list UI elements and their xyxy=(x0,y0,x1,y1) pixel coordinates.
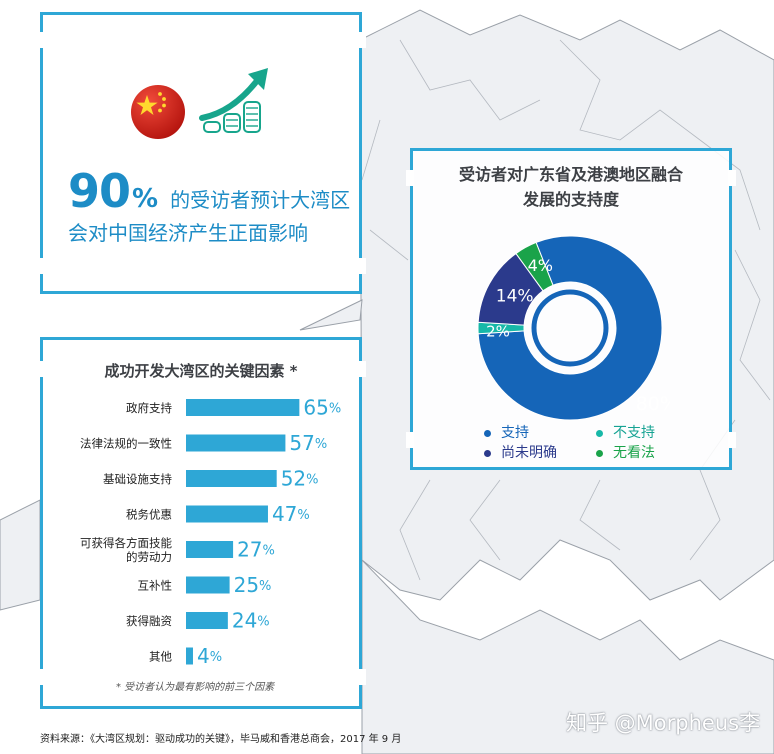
headline-stat-text-line2: 会对中国经济产生正面影响 xyxy=(68,221,308,245)
legend-dot-support xyxy=(484,429,491,437)
rising-coins-icon xyxy=(199,68,268,133)
bar-value-label: 25% xyxy=(234,573,272,597)
bar xyxy=(186,647,193,665)
legend-label-no-opinion: 无看法 xyxy=(613,445,655,461)
bar xyxy=(186,399,300,416)
bar-panel: 成功开发大湾区的关键因素 * 65% 政府支持 57% 法律法规的一致性 52% 基础设施… xyxy=(36,337,366,709)
bar-category-label: 互补性 xyxy=(138,579,173,593)
bar xyxy=(186,434,286,452)
donut-chart: 80% 2% 14% 4% xyxy=(477,235,670,421)
bar-category-label: 其他 xyxy=(149,650,172,664)
bar-value-label: 65% xyxy=(303,395,341,419)
bar-chart: 65% 政府支持 57% 法律法规的一致性 52% 基础设施支持 47% 税务优惠 27% 可获得… xyxy=(80,395,341,668)
pie-panel-frame xyxy=(410,148,732,470)
legend-label-support: 支持 xyxy=(501,425,529,441)
bar xyxy=(186,470,277,487)
bar-value-label: 24% xyxy=(232,608,270,632)
donut-label-no-opinion: 4% xyxy=(528,256,553,275)
bar-category-label: 基础设施支持 xyxy=(103,472,172,486)
headline-stat-text-line1: 的受访者预计大湾区 xyxy=(170,188,351,212)
headline-stat-value: 90 xyxy=(68,164,131,218)
headline-stat-unit: % xyxy=(132,184,159,214)
donut-slice-unclear xyxy=(477,252,544,326)
stat-panel-frame xyxy=(40,12,362,294)
stat-panel: 90% 的受访者预计大湾区 会对中国经济产生正面影响 xyxy=(36,12,366,294)
pie-chart-title-line1: 受访者对广东省及港澳地区融合 xyxy=(458,165,683,184)
bar xyxy=(186,505,268,523)
watermark: 知乎 @Morpheus李 xyxy=(566,711,761,735)
donut-label-not-support: 2% xyxy=(486,323,510,341)
bar-chart-title: 成功开发大湾区的关键因素 * xyxy=(104,362,298,380)
bar-value-label: 4% xyxy=(197,644,222,668)
bar-value-label: 57% xyxy=(289,431,327,455)
legend-dot-unclear xyxy=(484,449,491,457)
bar-panel-frame xyxy=(40,337,362,709)
bar-value-label: 27% xyxy=(237,537,275,561)
bar-category-label: 法律法规的一致性 xyxy=(80,437,172,451)
headline-stat: 90% 的受访者预计大湾区 xyxy=(68,164,350,218)
pie-panel: 受访者对广东省及港澳地区融合 发展的支持度 80%2%14%4% 支持 不支持 … xyxy=(406,148,736,470)
bar-chart-footnote: * 受访者认为最有影响的前三个因素 xyxy=(116,682,275,693)
donut-inner-ring xyxy=(531,289,609,367)
legend-label-not-support: 不支持 xyxy=(613,425,655,441)
bar xyxy=(186,612,228,629)
pie-chart-title: 受访者对广东省及港澳地区融合 发展的支持度 xyxy=(410,162,732,212)
bar-category-label: 可获得各方面技能 xyxy=(80,536,172,550)
bar-value-label: 52% xyxy=(281,466,319,490)
legend-dot-no-opinion xyxy=(596,449,603,457)
bar-value-label: 47% xyxy=(272,502,310,526)
china-flag-icon xyxy=(131,85,185,139)
legend-item-unclear: 尚未明确 xyxy=(484,442,557,462)
bar-category-label: 税务优惠 xyxy=(126,508,172,522)
bar-category-label: 政府支持 xyxy=(126,401,172,415)
legend-item-not-support: 不支持 xyxy=(596,422,655,442)
donut-label-support: 80% xyxy=(636,393,670,415)
bar-category-label: 的劳动力 xyxy=(126,550,172,564)
bar xyxy=(186,541,234,558)
bar-category-label: 获得融资 xyxy=(126,614,172,628)
legend-item-no-opinion: 无看法 xyxy=(596,442,655,462)
pie-chart-title-line2: 发展的支持度 xyxy=(522,190,619,209)
legend-item-support: 支持 xyxy=(484,422,529,442)
legend-dot-not-support xyxy=(596,429,603,437)
source-note: 资料来源：《大湾区规划：驱动成功的关键》，毕马威和香港总商会，2017 年 9 … xyxy=(40,734,402,745)
legend-label-unclear: 尚未明确 xyxy=(501,445,557,461)
donut-label-unclear: 14% xyxy=(496,286,534,306)
bar xyxy=(186,576,230,594)
donut-slice-support xyxy=(477,235,663,421)
